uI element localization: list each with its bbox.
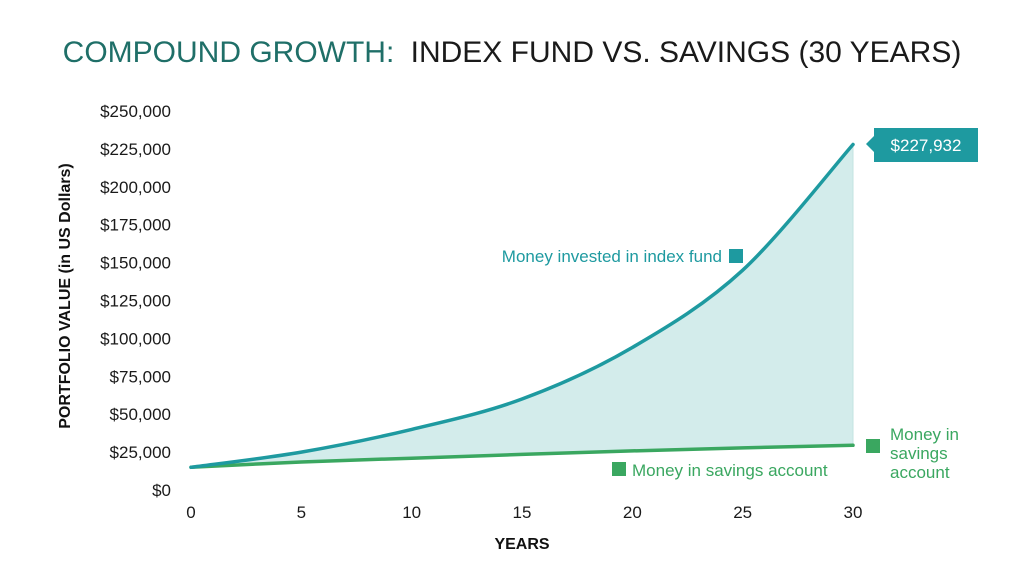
y-tick-label: $75,000 (110, 367, 171, 386)
savings-end-label-line2: savings (890, 444, 948, 463)
savings-end-label-text: Money in savings account (890, 425, 964, 482)
x-tick-label: 5 (297, 503, 306, 522)
chart-title-accent: COMPOUND GROWTH: (63, 36, 395, 69)
y-tick-label: $25,000 (110, 443, 171, 462)
y-axis-ticks: $0 $25,000 $50,000 $75,000 $100,000 $125,000 $… (100, 102, 171, 500)
index-fund-legend-label: Money invested in index fund (502, 247, 722, 266)
x-tick-label: 20 (623, 503, 642, 522)
y-tick-label: $125,000 (100, 292, 171, 311)
x-tick-label: 25 (733, 503, 752, 522)
y-tick-label: $150,000 (100, 254, 171, 273)
savings-legend-label: Money in savings account (632, 461, 828, 480)
x-axis-ticks: 0 5 10 15 20 25 30 (186, 503, 862, 522)
savings-end-label: Money in savings account (866, 425, 964, 482)
index-fund-legend-swatch (729, 249, 743, 263)
index-fund-area (191, 144, 853, 468)
line-layer (189, 142, 855, 470)
end-value-callout-box (866, 128, 978, 162)
x-tick-label: 0 (186, 503, 195, 522)
savings-end-label-line1: Money in (890, 425, 959, 444)
index-fund-line (189, 142, 855, 470)
chart-title: COMPOUND GROWTH: INDEX FUND VS. SAVINGS … (63, 36, 962, 69)
savings-legend: Money in savings account (612, 461, 828, 480)
y-tick-label: $50,000 (110, 405, 171, 424)
y-tick-label: $175,000 (100, 216, 171, 235)
y-tick-label: $100,000 (100, 329, 171, 348)
end-value-callout-text: $227,932 (891, 136, 962, 155)
area-layer (191, 144, 854, 468)
savings-end-label-line3: account (890, 463, 950, 482)
savings-end-swatch (866, 439, 880, 453)
end-value-callout: $227,932 (866, 128, 978, 162)
y-tick-label: $250,000 (100, 102, 171, 121)
x-tick-label: 30 (844, 503, 863, 522)
y-tick-label: $225,000 (100, 140, 171, 159)
y-axis-label: PORTFOLIO VALUE (in US Dollars) (57, 163, 74, 429)
chart-title-main: INDEX FUND VS. SAVINGS (30 YEARS) (411, 36, 962, 69)
x-axis-label: YEARS (494, 536, 549, 553)
savings-legend-swatch (612, 462, 626, 476)
y-tick-label: $0 (152, 481, 171, 500)
y-tick-label: $200,000 (100, 178, 171, 197)
index-fund-legend: Money invested in index fund (502, 247, 743, 266)
x-tick-label: 10 (402, 503, 421, 522)
savings-line (189, 443, 855, 470)
x-tick-label: 15 (513, 503, 532, 522)
